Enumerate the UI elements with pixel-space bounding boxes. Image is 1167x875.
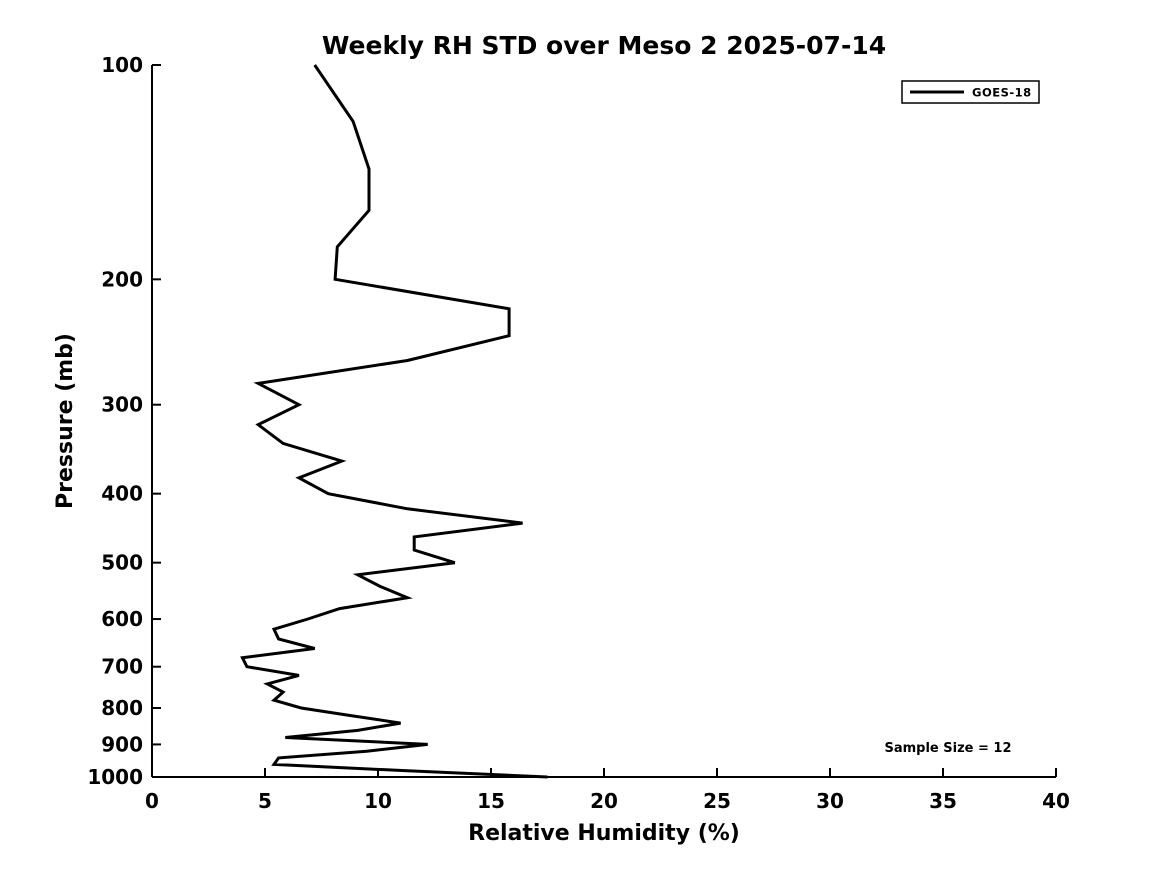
y-tick-label: 900 bbox=[101, 732, 143, 756]
y-tick-label: 300 bbox=[101, 393, 143, 417]
x-tick-label: 40 bbox=[1042, 789, 1070, 813]
chart-title: Weekly RH STD over Meso 2 2025-07-14 bbox=[322, 31, 886, 60]
legend: GOES-18 bbox=[901, 80, 1040, 104]
y-tick-label: 600 bbox=[101, 607, 143, 631]
x-tick-label: 20 bbox=[590, 789, 618, 813]
y-tick-label: 500 bbox=[101, 551, 143, 575]
x-tick-label: 35 bbox=[929, 789, 957, 813]
y-tick-label: 200 bbox=[101, 267, 143, 291]
y-tick-label: 800 bbox=[101, 696, 143, 720]
y-tick-label: 100 bbox=[101, 53, 143, 77]
y-tick-label: 1000 bbox=[87, 765, 143, 789]
series-line-goes18 bbox=[240, 64, 548, 779]
legend-box bbox=[901, 80, 1040, 104]
x-tick-label: 30 bbox=[816, 789, 844, 813]
y-axis-label: Pressure (mb) bbox=[53, 333, 78, 509]
sample-size-annotation: Sample Size = 12 bbox=[884, 741, 1011, 756]
x-tick-label: 15 bbox=[477, 789, 505, 813]
y-tick-label: 400 bbox=[101, 482, 143, 506]
x-axis-label: Relative Humidity (%) bbox=[468, 821, 740, 846]
x-tick-label: 0 bbox=[145, 789, 159, 813]
axes: 0 5 10 15 20 25 30 35 40 100 200 300 400 500 600 700 800… bbox=[87, 53, 1070, 813]
legend-label: GOES-18 bbox=[972, 86, 1032, 100]
x-tick-label: 10 bbox=[364, 789, 392, 813]
series-polyline bbox=[240, 64, 548, 779]
x-tick-label: 5 bbox=[258, 789, 272, 813]
y-tick-label: 700 bbox=[101, 655, 143, 679]
x-tick-label: 25 bbox=[703, 789, 731, 813]
